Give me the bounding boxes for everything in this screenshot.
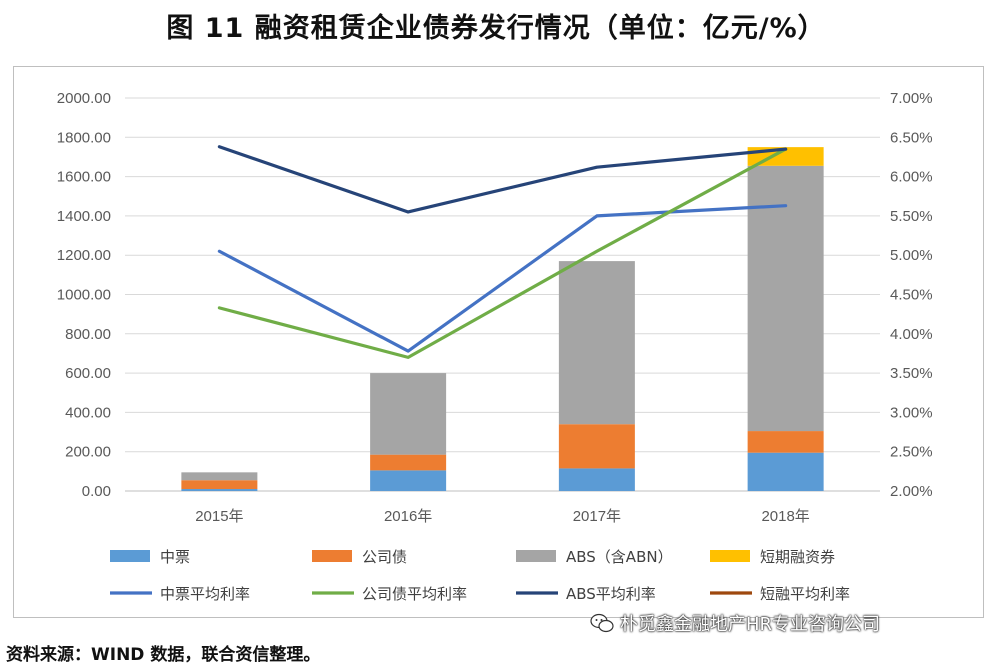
legend-label: 短期融资券: [760, 548, 835, 566]
y-tick-label: 1400.00: [57, 208, 111, 225]
watermark: 朴觅鑫金融地产HR专业咨询公司: [590, 610, 880, 636]
bar-segment: [370, 454, 447, 471]
y2-tick-label: 5.50%: [890, 208, 933, 225]
y2-tick-label: 6.00%: [890, 169, 933, 186]
x-tick-label: 2016年: [384, 508, 432, 525]
series-line: [217, 147, 788, 359]
bar-segment: [747, 431, 824, 453]
legend-label: 短融平均利率: [760, 585, 850, 603]
y2-tick-label: 5.00%: [890, 247, 933, 264]
legend-swatch: [110, 550, 150, 562]
bar-segment: [558, 424, 635, 469]
bar-segment: [181, 489, 258, 491]
y2-tick-label: 3.00%: [890, 404, 933, 421]
y-tick-label: 2000.00: [57, 90, 111, 107]
bar-segment: [558, 468, 635, 491]
y2-tick-label: 4.00%: [890, 326, 933, 343]
bar-segment: [181, 472, 258, 481]
watermark-text: 朴觅鑫金融地产HR专业咨询公司: [620, 614, 881, 635]
y2-tick-label: 3.50%: [890, 365, 933, 382]
y-tick-label: 1800.00: [57, 129, 111, 146]
series-line: [217, 204, 788, 353]
series-line: [217, 145, 788, 214]
legend-label: 中票: [160, 548, 190, 566]
y-tick-label: 1600.00: [57, 169, 111, 186]
legend-label: 公司债: [362, 548, 407, 566]
legend-label: ABS平均利率: [566, 585, 656, 603]
bar-segment: [558, 261, 635, 425]
y2-tick-label: 7.00%: [890, 90, 933, 107]
y2-tick-label: 2.50%: [890, 444, 933, 461]
bar-segment: [370, 373, 447, 455]
legend-label: ABS（含ABN）: [566, 548, 673, 566]
x-tick-label: 2017年: [573, 508, 621, 525]
y2-tick-label: 4.50%: [890, 287, 933, 304]
y-tick-label: 0.00: [82, 483, 111, 500]
y-tick-label: 800.00: [65, 326, 111, 343]
bar-segment: [181, 480, 258, 490]
chart-frame: [13, 66, 984, 618]
legend-swatch: [312, 550, 352, 562]
y-tick-label: 400.00: [65, 404, 111, 421]
x-tick-label: 2015年: [195, 508, 243, 525]
legend-swatch: [710, 550, 750, 562]
bar-segment: [747, 165, 824, 432]
y-tick-label: 1000.00: [57, 287, 111, 304]
legend-label: 公司债平均利率: [362, 585, 467, 603]
bar-segment: [747, 452, 824, 491]
bar-segment: [370, 470, 447, 491]
x-tick-label: 2018年: [761, 508, 809, 525]
legend-swatch: [516, 550, 556, 562]
chart-title: 图 11 融资租赁企业债券发行情况（单位：亿元/%）: [166, 13, 826, 44]
y-tick-label: 200.00: [65, 444, 111, 461]
legend-label: 中票平均利率: [160, 585, 250, 603]
wechat-icon: [590, 613, 614, 633]
y2-tick-label: 6.50%: [890, 129, 933, 146]
y-tick-label: 1200.00: [57, 247, 111, 264]
source-note: 资料来源：WIND 数据，联合资信整理。: [6, 645, 321, 665]
y2-tick-label: 2.00%: [890, 483, 933, 500]
y-tick-label: 600.00: [65, 365, 111, 382]
